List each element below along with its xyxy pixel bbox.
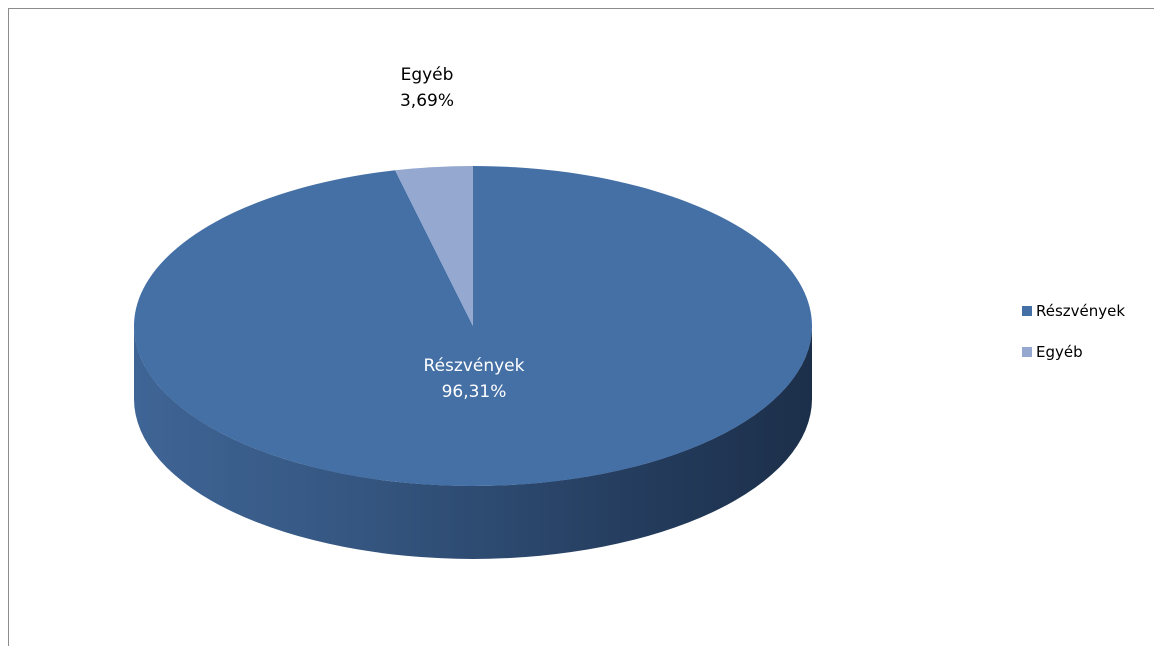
legend-label-egyeb: Egyéb <box>1036 343 1083 361</box>
data-label-egyeb-value: 3,69% <box>400 91 454 111</box>
pie-slice-reszvenyek <box>133 166 812 486</box>
legend-label-reszvenyek: Részvények <box>1036 302 1125 320</box>
data-label-egyeb-name: Egyéb <box>401 65 454 85</box>
pie-slice-egyeb <box>395 166 473 326</box>
data-label-reszvenyek-name: Részvények <box>424 356 525 376</box>
legend-swatch-reszvenyek <box>1022 306 1032 316</box>
legend: Részvények Egyéb <box>1022 302 1125 361</box>
chart-border <box>8 8 1154 646</box>
pie-slices <box>133 166 812 486</box>
pie-side-wall <box>134 326 812 559</box>
data-label-reszvenyek-value: 96,31% <box>442 382 507 402</box>
legend-swatch-egyeb <box>1022 347 1032 357</box>
